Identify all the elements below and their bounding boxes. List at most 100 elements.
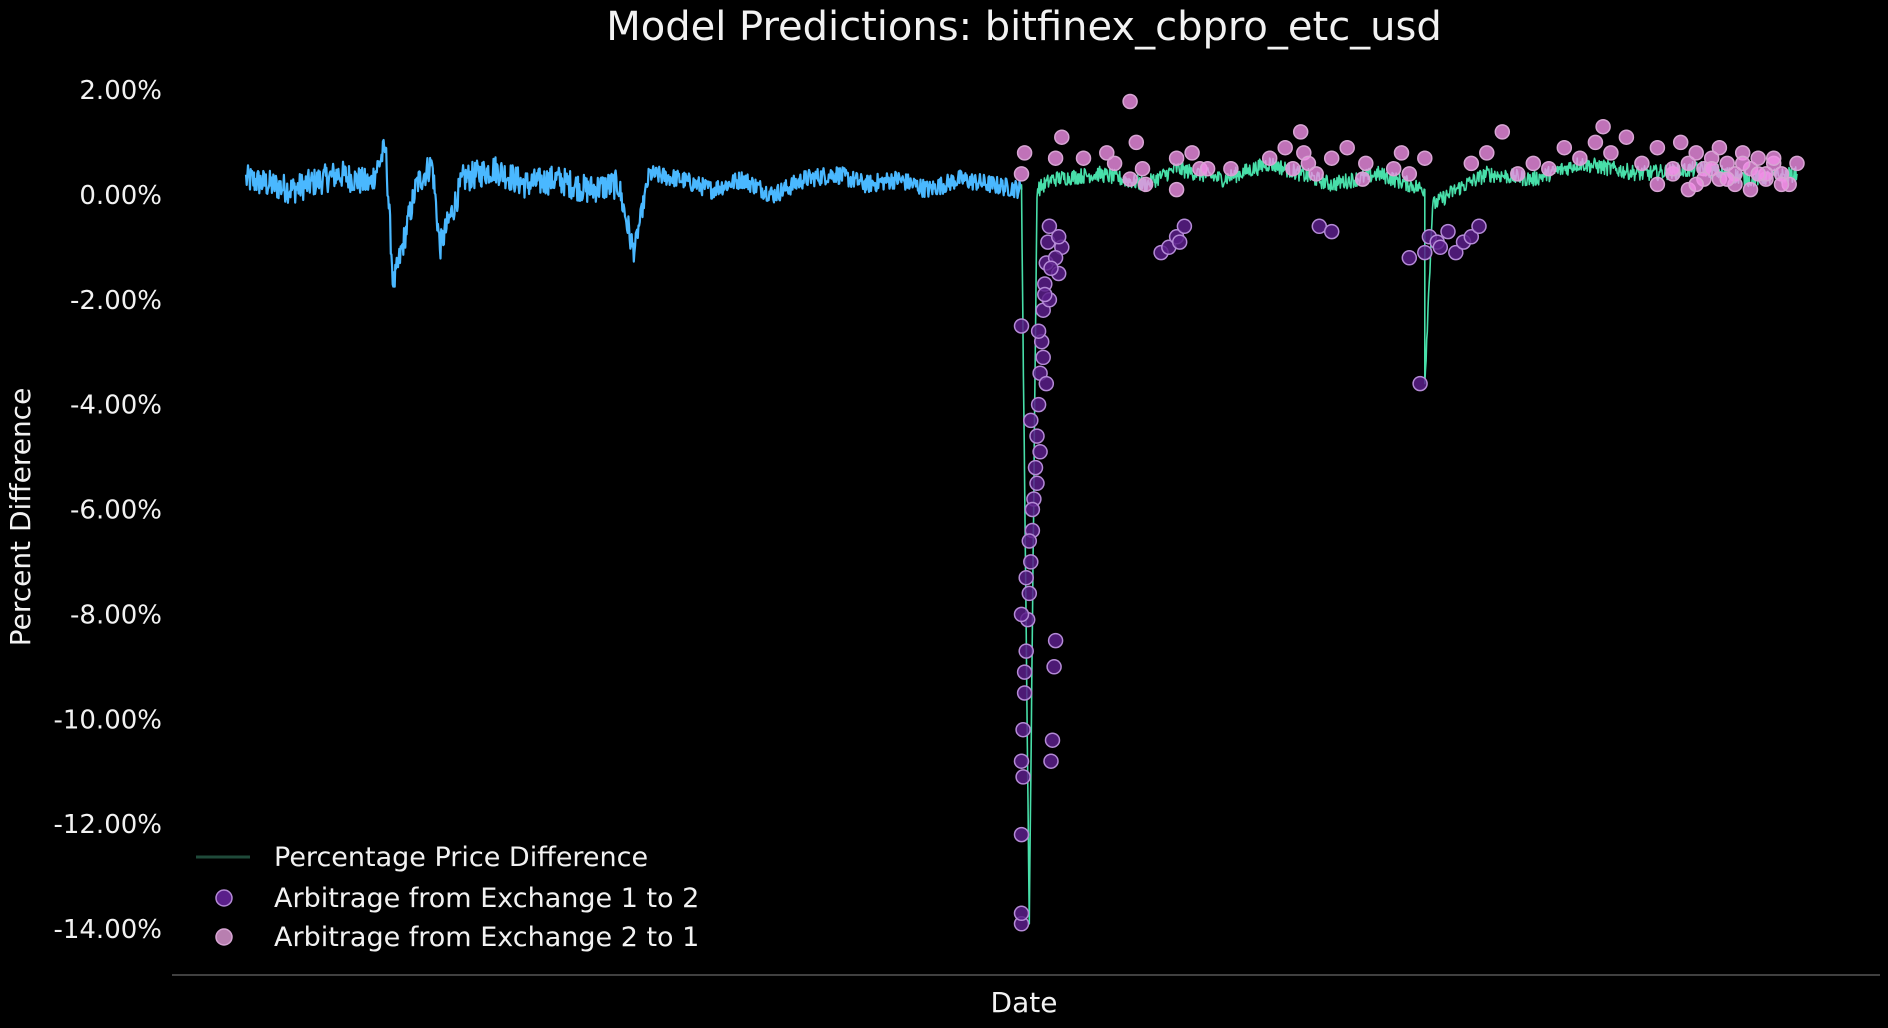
arb-1-to-2-point — [1030, 323, 1047, 339]
arb-1-to-2-point — [1023, 412, 1039, 429]
arb-2-to-1-point — [1168, 150, 1185, 166]
arb-1-to-2-point — [1463, 229, 1480, 245]
arb-2-to-1-point — [1137, 176, 1154, 193]
arb-2-to-1-point — [1047, 150, 1064, 166]
arb-1-to-2-point — [1176, 218, 1193, 235]
arb-2-to-1-point — [1393, 145, 1410, 161]
arb-2-to-1-point — [1750, 166, 1766, 182]
arb-1-to-2-point — [1023, 554, 1039, 570]
arb-2-to-1-point — [1494, 124, 1511, 140]
arb-1-to-2-point — [1015, 721, 1031, 738]
y-tick-label: 2.00% — [79, 76, 162, 106]
arb-2-to-1-point — [1122, 93, 1138, 110]
legend-label-arb-1-to-2: Arbitrage from Exchange 1 to 2 — [274, 883, 699, 914]
arb-2-to-1-point — [1789, 155, 1805, 172]
arb-2-to-1-point — [1277, 139, 1293, 156]
arb-1-to-2-point — [1043, 753, 1059, 769]
y-tick-label: -8.00% — [70, 600, 162, 630]
arb-2-to-1-point — [1479, 145, 1495, 161]
series-line-segment — [244, 138, 1023, 288]
arb-2-to-1-point — [1765, 150, 1782, 166]
arb-1-to-2-point — [1013, 905, 1030, 922]
x-axis-title: Date — [991, 986, 1058, 1019]
arb-1-to-2-point — [1171, 234, 1188, 250]
arb-2-to-1-point — [1013, 166, 1030, 182]
arb-2-to-1-point — [1285, 160, 1301, 177]
arb-2-to-1-point — [1168, 181, 1185, 198]
arb-2-to-1-point — [1742, 181, 1759, 198]
arb-2-to-1-point — [1719, 171, 1735, 187]
arb-1-to-2-point — [1412, 375, 1428, 392]
arb-1-to-2-point — [1041, 218, 1058, 235]
arb-2-to-1-point — [1016, 145, 1033, 161]
arb-2-to-1-point — [1595, 118, 1611, 135]
arb-1-to-2-point — [1021, 533, 1038, 549]
arb-1-to-2-point — [1038, 375, 1055, 392]
arb-2-to-1-point — [1618, 129, 1635, 145]
arb-2-to-1-point — [1510, 166, 1526, 182]
y-tick-label: -14.00% — [53, 915, 162, 945]
arb-1-to-2-point — [1032, 444, 1048, 460]
arb-1-to-2-point — [1401, 250, 1418, 266]
y-tick-label: -10.00% — [53, 705, 162, 735]
arb-2-to-1-point — [1649, 176, 1666, 193]
arb-2-to-1-point — [1773, 176, 1790, 193]
arb-2-to-1-point — [1075, 150, 1092, 166]
legend-marker-arb-1-to-2 — [215, 889, 233, 907]
y-tick-label: -6.00% — [70, 496, 162, 526]
arb-1-to-2-point — [1021, 585, 1038, 602]
arb-1-to-2-point — [1024, 501, 1041, 518]
arb-2-to-1-point — [1122, 171, 1138, 187]
arb-1-to-2-point — [1417, 244, 1433, 261]
y-tick-label: -2.00% — [70, 286, 162, 316]
arb-1-to-2-point — [1035, 349, 1051, 366]
arb-2-to-1-point — [1358, 155, 1374, 172]
y-tick-label: -4.00% — [70, 391, 162, 421]
arb-2-to-1-point — [1099, 145, 1115, 161]
arb-2-to-1-point — [1665, 160, 1681, 177]
y-axis-title: Percent Difference — [4, 388, 37, 647]
arb-2-to-1-point — [1106, 155, 1123, 172]
arb-2-to-1-point — [1300, 155, 1317, 172]
series-line-segment — [1020, 157, 1798, 925]
legend-marker-arb-2-to-1 — [215, 928, 233, 946]
arb-2-to-1-point — [1417, 150, 1433, 166]
arb-2-to-1-point — [1688, 176, 1704, 193]
arb-1-to-2-point — [1043, 260, 1059, 277]
arb-2-to-1-point — [1339, 139, 1355, 156]
arb-1-to-2-point — [1013, 606, 1030, 623]
arb-1-to-2-point — [1440, 223, 1456, 240]
arb-2-to-1-point — [1525, 155, 1542, 172]
arb-2-to-1-point — [1649, 139, 1666, 156]
arb-2-to-1-point — [1134, 160, 1151, 177]
arb-1-to-2-point — [1013, 753, 1030, 769]
arb-1-to-2-point — [1037, 286, 1053, 303]
plot-area — [244, 93, 1805, 932]
arb-2-to-1-point — [1634, 155, 1650, 172]
arb-2-to-1-point — [1184, 145, 1200, 161]
arb-1-to-2-point — [1015, 769, 1031, 785]
arb-1-to-2-point — [1030, 396, 1047, 413]
arb-2-to-1-point — [1541, 160, 1557, 177]
arb-2-to-1-point — [1354, 171, 1371, 187]
arb-2-to-1-point — [1054, 129, 1070, 145]
arb-2-to-1-point — [1587, 134, 1604, 151]
legend-label-price-difference: Percentage Price Difference — [274, 842, 648, 873]
arb-1-to-2-point — [1029, 428, 1045, 444]
arb-1-to-2-point — [1029, 475, 1045, 492]
arb-1-to-2-point — [1018, 569, 1034, 586]
arb-2-to-1-point — [1688, 145, 1704, 161]
arb-1-to-2-point — [1432, 239, 1449, 256]
arb-2-to-1-point — [1719, 155, 1735, 172]
arb-2-to-1-point — [1292, 124, 1309, 140]
y-tick-label: -12.00% — [53, 810, 162, 840]
arb-2-to-1-point — [1703, 160, 1720, 177]
arb-2-to-1-point — [1223, 160, 1239, 177]
chart-title: Model Predictions: bitfinex_cbpro_etc_us… — [606, 4, 1442, 50]
legend: Percentage Price Difference Arbitrage fr… — [196, 842, 699, 953]
y-axis-ticks: 2.00% 0.00% -2.00% -4.00% -6.00% -8.00% -10.00… — [53, 76, 162, 945]
arb-1-to-2-point — [1027, 459, 1044, 476]
arb-2-to-1-point — [1680, 155, 1697, 172]
arb-2-to-1-point — [1750, 150, 1766, 166]
arb-2-to-1-point — [1128, 134, 1145, 151]
